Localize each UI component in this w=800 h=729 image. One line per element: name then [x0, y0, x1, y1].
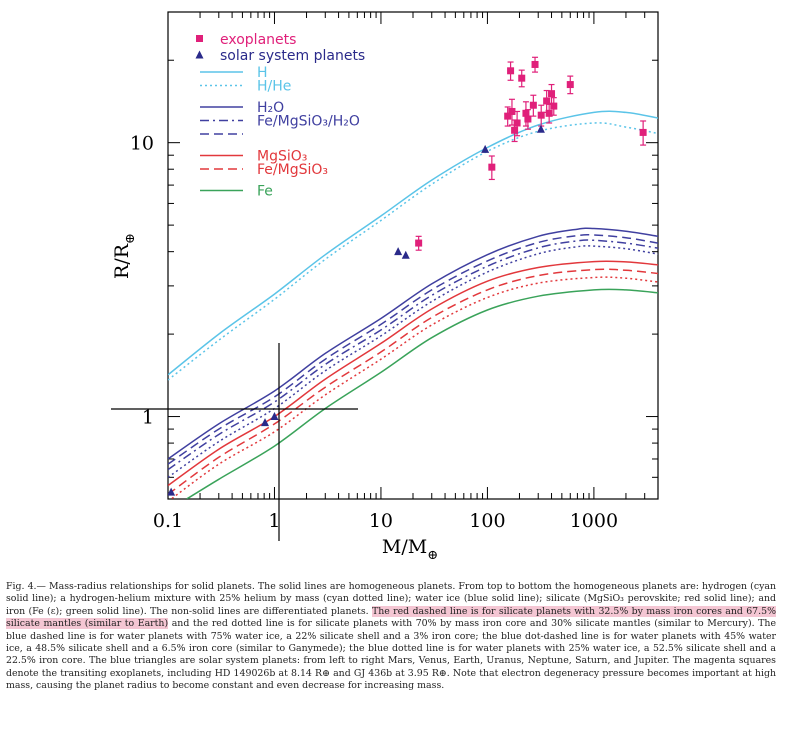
x-tick-label: 1000 — [570, 510, 618, 532]
exoplanet-marker — [639, 128, 647, 136]
tick-labels: 0.1 1 10 100 1000 1 10 — [130, 133, 618, 532]
caption-text-1: Fig. 4.— Mass-radius relationships for s… — [6, 581, 776, 617]
legend-label: H — [257, 65, 268, 81]
exoplanet-marker — [566, 81, 574, 89]
series-line — [186, 288, 658, 499]
series-line — [169, 276, 658, 499]
exoplanet-marker — [488, 163, 496, 171]
series-line — [168, 227, 658, 460]
solar-planet-marker — [401, 250, 410, 259]
legend-label: exoplanets — [220, 32, 296, 48]
series-line — [168, 110, 658, 376]
exoplanet-marker — [504, 112, 512, 120]
exoplanet-marker — [548, 90, 556, 98]
legend-label: Fe — [257, 184, 273, 200]
exoplanet-marker — [524, 115, 532, 123]
series-line — [168, 268, 658, 495]
exoplanet-marker — [550, 102, 558, 110]
x-tick-label: 10 — [369, 510, 393, 532]
y-axis-title: R/R⊕ — [111, 233, 138, 279]
series-line — [168, 233, 658, 465]
exoplanet-marker — [537, 111, 545, 119]
x-tick-label: 100 — [469, 510, 505, 532]
solar-planet-marker — [270, 412, 279, 421]
solar-planet-marker — [168, 487, 176, 496]
exoplanet-marker — [415, 239, 423, 247]
series-line — [168, 122, 658, 381]
legend-exoplanet-marker — [196, 35, 203, 42]
exoplanet-marker — [513, 119, 521, 127]
exoplanet-marker — [507, 67, 515, 75]
legend-label: Fe/MgSiO₃/H₂O — [257, 114, 360, 130]
solar-planet-marker — [261, 418, 270, 427]
crosshair — [111, 343, 358, 541]
legend-label: solar system planets — [220, 48, 365, 64]
y-tick-label: 1 — [142, 407, 154, 429]
exoplanet-marker — [522, 109, 530, 117]
exoplanet-marker — [529, 101, 537, 109]
exoplanet-marker — [545, 109, 553, 117]
series-line — [168, 260, 658, 487]
series-line — [168, 239, 658, 471]
solar-planet-marker — [536, 124, 545, 133]
caption-text-2: and the red dotted line is for silicate … — [6, 618, 776, 692]
planet-markers — [168, 56, 647, 496]
exoplanet-marker — [511, 126, 519, 134]
legend-label: H/He — [257, 79, 291, 95]
legend-label: H₂O — [257, 100, 284, 116]
exoplanet-marker — [543, 97, 551, 105]
legend-solar-marker — [195, 50, 204, 59]
y-tick-label: 10 — [130, 133, 154, 155]
exoplanet-marker — [531, 60, 539, 68]
series-line — [168, 245, 658, 478]
legend-label: MgSiO₃ — [257, 149, 307, 165]
solar-planet-marker — [394, 247, 403, 256]
exoplanet-marker — [508, 107, 516, 115]
exoplanet-marker — [518, 74, 526, 82]
solar-planet-marker — [481, 144, 490, 153]
x-axis-title: M/M⊕ — [382, 536, 438, 563]
figure-caption: Fig. 4.— Mass-radius relationships for s… — [6, 581, 776, 693]
model-curves — [168, 110, 658, 499]
legend-label: Fe/MgSiO₃ — [257, 162, 328, 178]
x-tick-label: 0.1 — [153, 510, 183, 532]
x-tick-label: 1 — [268, 510, 280, 532]
